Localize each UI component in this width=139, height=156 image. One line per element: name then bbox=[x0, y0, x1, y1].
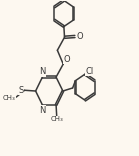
Text: O: O bbox=[64, 55, 70, 64]
Text: CH₃: CH₃ bbox=[50, 116, 63, 122]
Text: CH₃: CH₃ bbox=[3, 95, 15, 101]
Text: N: N bbox=[39, 106, 46, 115]
Text: S: S bbox=[18, 86, 23, 95]
Text: N: N bbox=[39, 67, 46, 76]
Text: Cl: Cl bbox=[86, 67, 94, 76]
Text: O: O bbox=[76, 32, 83, 41]
